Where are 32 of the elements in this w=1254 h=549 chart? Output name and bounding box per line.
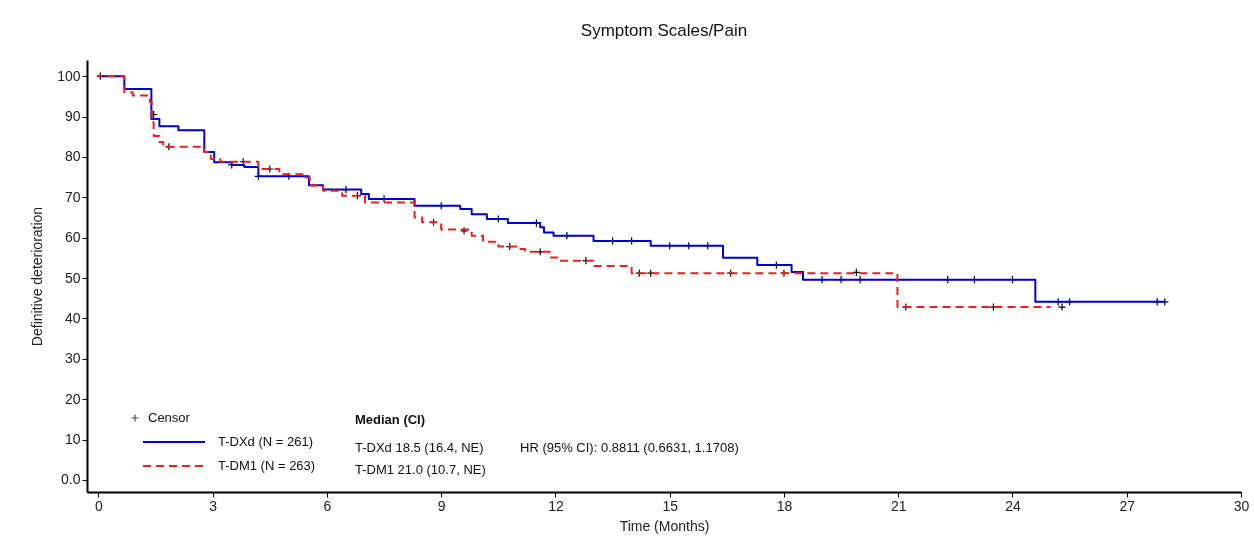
x-tick-label: 21 xyxy=(890,497,907,514)
x-tick-label: 30 xyxy=(1233,497,1250,514)
legend-label: Censor xyxy=(148,410,191,425)
x-tick-label: 0 xyxy=(95,497,104,514)
y-tick-label: 50 xyxy=(64,269,81,286)
y-tick-label: 10 xyxy=(64,431,81,448)
chart-title: Symptom Scales/Pain xyxy=(580,21,748,40)
x-tick-label: 27 xyxy=(1119,497,1136,514)
annotation: Median (CI) xyxy=(355,412,426,427)
x-tick-label: 12 xyxy=(548,497,564,514)
y-tick-label: 0.0 xyxy=(61,471,81,488)
legend-label: T-DM1 (N = 263) xyxy=(218,458,316,473)
x-tick-label: 9 xyxy=(437,497,446,514)
y-tick-label: 100 xyxy=(57,67,81,84)
annotation: T-DM1 21.0 (10.7, NE) xyxy=(355,462,486,477)
x-tick-label: 24 xyxy=(1005,497,1021,514)
y-tick-label: 60 xyxy=(64,229,81,246)
x-axis-title: Time (Months) xyxy=(619,517,710,534)
y-tick-label: 70 xyxy=(64,188,81,205)
x-tick-label: 6 xyxy=(323,497,332,514)
x-tick-label: 18 xyxy=(776,497,793,514)
legend-label: T-DXd (N = 261) xyxy=(218,434,314,449)
x-tick-label: 3 xyxy=(209,497,218,514)
y-tick-label: 20 xyxy=(64,390,81,407)
x-tick-label: 15 xyxy=(662,497,679,514)
y-tick-label: 80 xyxy=(64,148,81,165)
annotation: T-DXd 18.5 (16.4, NE) xyxy=(355,440,484,455)
annotation: HR (95% CI): 0.8811 (0.6631, 1.1708) xyxy=(520,440,739,455)
y-tick-label: 90 xyxy=(64,108,81,125)
y-tick-label: 40 xyxy=(64,309,81,326)
y-tick-label: 30 xyxy=(64,350,81,367)
y-axis-title: Definitive deterioration xyxy=(29,206,46,347)
